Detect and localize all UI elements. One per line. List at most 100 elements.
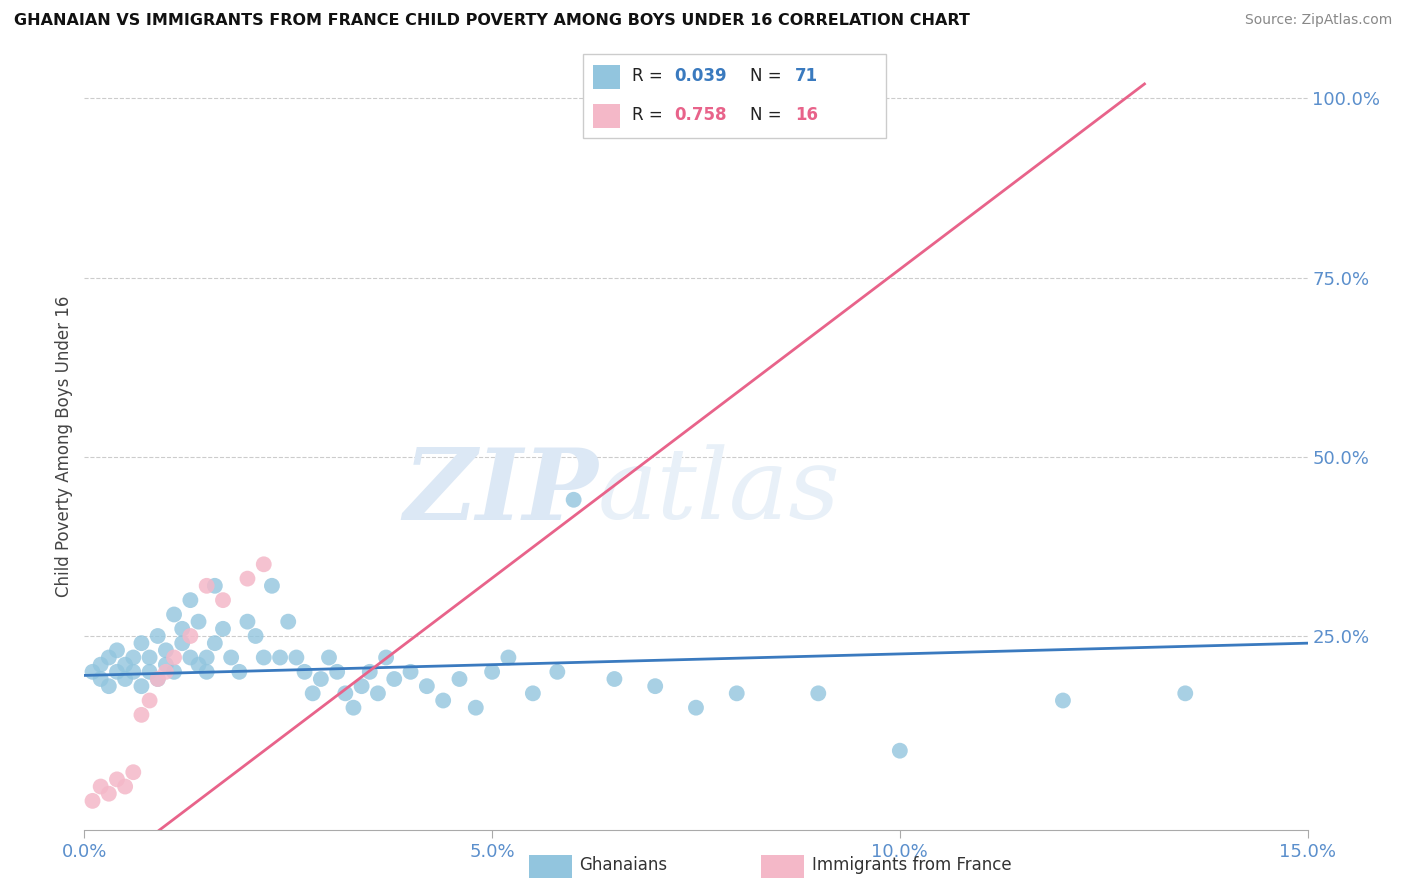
Point	[146, 672, 169, 686]
Point	[725, 686, 748, 700]
Point	[90, 657, 112, 672]
Point	[212, 622, 235, 636]
Point	[179, 629, 201, 643]
Bar	[762, 855, 804, 878]
Point	[138, 693, 160, 707]
Point	[285, 650, 308, 665]
Point	[138, 665, 160, 679]
Point	[236, 572, 259, 586]
Text: ZIP: ZIP	[404, 444, 598, 541]
Text: 16: 16	[796, 106, 818, 124]
Point	[301, 686, 323, 700]
Point	[546, 665, 568, 679]
Point	[399, 665, 422, 679]
Point	[122, 765, 145, 780]
Bar	[592, 104, 620, 128]
Point	[685, 700, 707, 714]
Point	[350, 679, 373, 693]
Point	[90, 780, 112, 794]
Point	[131, 679, 153, 693]
Point	[179, 593, 201, 607]
Point	[155, 643, 177, 657]
Point	[294, 665, 316, 679]
Point	[269, 650, 291, 665]
Text: GHANAIAN VS IMMIGRANTS FROM FRANCE CHILD POVERTY AMONG BOYS UNDER 16 CORRELATION: GHANAIAN VS IMMIGRANTS FROM FRANCE CHILD…	[14, 13, 970, 29]
Point	[105, 643, 128, 657]
Point	[195, 650, 218, 665]
Point	[163, 607, 186, 622]
Point	[195, 665, 218, 679]
Point	[498, 650, 520, 665]
Text: 71: 71	[796, 68, 818, 86]
Point	[155, 657, 177, 672]
Point	[131, 707, 153, 722]
Point	[122, 650, 145, 665]
Point	[114, 780, 136, 794]
Point	[114, 657, 136, 672]
Point	[342, 700, 364, 714]
Point	[187, 657, 209, 672]
Bar	[592, 65, 620, 89]
Point	[449, 672, 471, 686]
Text: N =: N =	[749, 68, 786, 86]
Text: 0.039: 0.039	[675, 68, 727, 86]
Point	[146, 629, 169, 643]
Point	[146, 672, 169, 686]
Point	[277, 615, 299, 629]
Text: R =: R =	[631, 106, 668, 124]
Point	[90, 672, 112, 686]
Point	[644, 679, 666, 693]
Point	[236, 615, 259, 629]
Point	[359, 665, 381, 679]
Point	[807, 686, 830, 700]
Point	[416, 679, 439, 693]
Point	[432, 693, 454, 707]
Point	[163, 650, 186, 665]
Point	[562, 492, 585, 507]
Point	[105, 665, 128, 679]
Point	[82, 794, 104, 808]
Point	[187, 615, 209, 629]
Text: Source: ZipAtlas.com: Source: ZipAtlas.com	[1244, 13, 1392, 28]
Point	[889, 744, 911, 758]
Point	[97, 787, 120, 801]
Text: 0.758: 0.758	[675, 106, 727, 124]
Point	[114, 672, 136, 686]
Text: Ghanaians: Ghanaians	[579, 856, 668, 874]
Point	[228, 665, 250, 679]
Point	[1052, 693, 1074, 707]
Point	[172, 636, 194, 650]
Point	[219, 650, 242, 665]
Point	[122, 665, 145, 679]
Point	[97, 679, 120, 693]
Point	[97, 650, 120, 665]
Point	[163, 665, 186, 679]
Point	[326, 665, 349, 679]
Bar	[530, 855, 572, 878]
Point	[481, 665, 503, 679]
Point	[212, 593, 235, 607]
Text: atlas: atlas	[598, 444, 841, 540]
Point	[172, 622, 194, 636]
Point	[1174, 686, 1197, 700]
Point	[367, 686, 389, 700]
Point	[382, 672, 405, 686]
Point	[309, 672, 332, 686]
Y-axis label: Child Poverty Among Boys Under 16: Child Poverty Among Boys Under 16	[55, 295, 73, 597]
Text: N =: N =	[749, 106, 786, 124]
Point	[105, 772, 128, 787]
Point	[464, 700, 486, 714]
Text: Immigrants from France: Immigrants from France	[811, 856, 1011, 874]
Point	[522, 686, 544, 700]
Point	[155, 665, 177, 679]
Point	[375, 650, 398, 665]
Point	[253, 558, 276, 572]
Point	[131, 636, 153, 650]
Point	[603, 672, 626, 686]
Point	[204, 579, 226, 593]
Point	[253, 650, 276, 665]
Point	[260, 579, 283, 593]
Point	[245, 629, 267, 643]
Text: R =: R =	[631, 68, 668, 86]
Point	[335, 686, 357, 700]
